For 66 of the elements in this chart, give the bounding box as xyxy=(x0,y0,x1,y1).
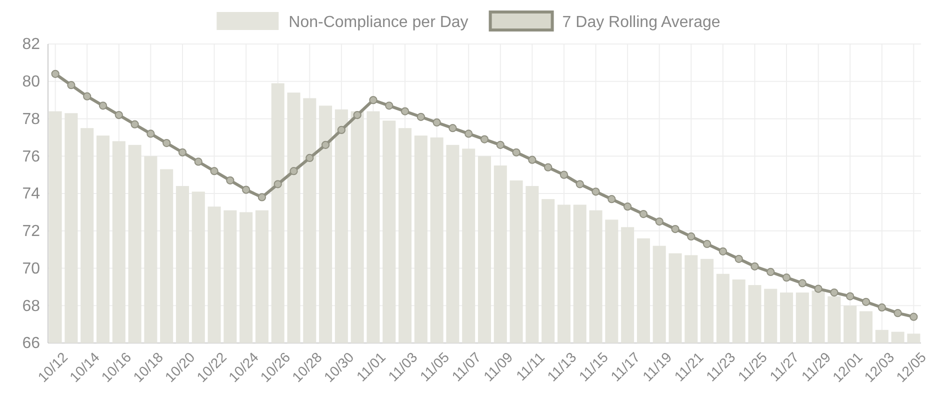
point xyxy=(846,292,854,300)
point xyxy=(702,240,712,248)
point xyxy=(321,140,330,149)
legend-label: 7 Day Rolling Average xyxy=(562,14,720,31)
point xyxy=(576,180,584,188)
point xyxy=(114,110,123,120)
y-tick-label: 80 xyxy=(22,73,40,90)
point xyxy=(718,247,728,256)
point xyxy=(226,176,234,184)
point xyxy=(385,102,394,110)
point xyxy=(337,126,346,134)
point xyxy=(130,120,139,128)
point xyxy=(687,232,696,241)
y-tick-label: 76 xyxy=(22,148,40,166)
point xyxy=(512,148,520,156)
point xyxy=(814,284,822,293)
point xyxy=(290,167,298,176)
point xyxy=(671,224,680,234)
point xyxy=(766,268,775,276)
point xyxy=(639,210,648,218)
point xyxy=(798,279,806,288)
point xyxy=(353,110,362,120)
legend-label: Non-Compliance per Day xyxy=(288,14,468,31)
point xyxy=(306,154,314,162)
point xyxy=(608,195,616,204)
y-tick-label: 72 xyxy=(22,222,40,240)
point xyxy=(51,70,60,78)
point xyxy=(480,135,489,144)
y-tick-label: 70 xyxy=(22,260,40,278)
point xyxy=(464,130,473,138)
point xyxy=(782,274,791,282)
point xyxy=(416,112,425,121)
point xyxy=(67,81,76,90)
point xyxy=(496,140,504,149)
point xyxy=(560,170,568,179)
point xyxy=(878,303,886,312)
point xyxy=(894,309,902,318)
point xyxy=(544,163,552,172)
point xyxy=(242,186,250,194)
point xyxy=(734,254,743,263)
point xyxy=(592,188,600,196)
point xyxy=(830,288,838,297)
y-tick-label: 68 xyxy=(22,298,40,315)
point xyxy=(528,156,536,164)
point xyxy=(98,102,108,110)
point xyxy=(623,202,632,211)
y-tick-label: 78 xyxy=(22,110,40,128)
point xyxy=(274,180,282,188)
point xyxy=(862,298,870,306)
y-tick-label: 82 xyxy=(22,36,40,54)
point xyxy=(178,148,187,156)
point xyxy=(194,158,202,166)
y-tick-label: 66 xyxy=(22,335,40,352)
point xyxy=(258,193,266,202)
point xyxy=(210,167,218,176)
point xyxy=(369,96,378,104)
point xyxy=(146,130,155,138)
point xyxy=(448,124,457,132)
point xyxy=(750,262,759,270)
point xyxy=(432,118,441,127)
point xyxy=(162,138,171,148)
point xyxy=(655,217,664,226)
point xyxy=(83,92,92,100)
point xyxy=(400,107,410,116)
point xyxy=(910,312,918,321)
y-tick-label: 74 xyxy=(22,186,40,203)
